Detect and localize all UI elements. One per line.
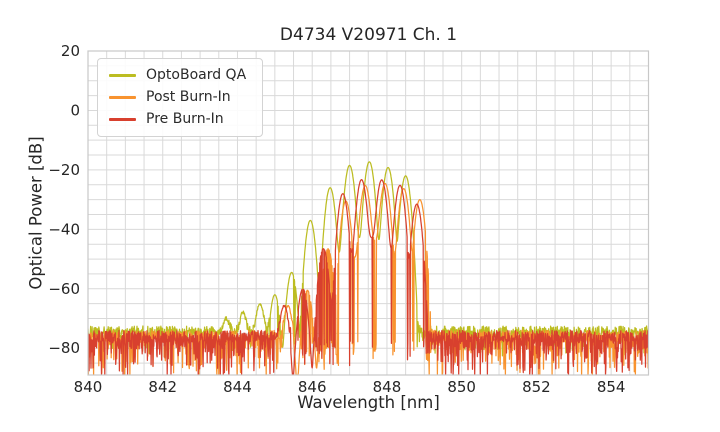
y-tick-label: −40 xyxy=(48,220,80,238)
x-tick-label: 842 xyxy=(148,378,177,396)
x-tick-label: 846 xyxy=(298,378,327,396)
chart-title: D4734 V20971 Ch. 1 xyxy=(279,25,458,45)
y-tick-label: −20 xyxy=(48,161,80,179)
legend-line-swatch-pre-burn-in xyxy=(109,118,136,121)
legend: OptoBoard QA Post Burn-In Pre Burn-In xyxy=(97,58,264,137)
y-axis-label: Optical Power [dB] xyxy=(26,136,46,290)
legend-label: OptoBoard QA xyxy=(146,67,247,83)
series-trace-pre-burn-in xyxy=(88,178,649,375)
axes-frame xyxy=(87,50,650,376)
x-tick-label: 854 xyxy=(597,378,626,396)
x-tick-label: 848 xyxy=(373,378,402,396)
legend-item-post-burn-in: Post Burn-In xyxy=(109,89,246,106)
y-tick-label: −80 xyxy=(48,339,80,357)
legend-item-pre-burn-in: Pre Burn-In xyxy=(109,111,246,128)
x-tick-label: 850 xyxy=(447,378,476,396)
x-tick-label: 840 xyxy=(74,378,103,396)
legend-line-swatch-post-burn-in xyxy=(109,96,136,99)
x-tick-label: 844 xyxy=(223,378,252,396)
legend-item-optoboard-qa: OptoBoard QA xyxy=(109,67,246,84)
x-tick-label: 852 xyxy=(522,378,551,396)
y-tick-label: 20 xyxy=(61,42,80,60)
series-traces xyxy=(88,161,649,375)
y-tick-label: 0 xyxy=(70,101,80,119)
legend-label: Post Burn-In xyxy=(146,89,231,105)
legend-line-swatch-optoboard-qa xyxy=(109,74,136,77)
x-axis-label: Wavelength [nm] xyxy=(297,393,440,412)
legend-label: Pre Burn-In xyxy=(146,111,224,127)
y-tick-label: −60 xyxy=(48,280,80,298)
